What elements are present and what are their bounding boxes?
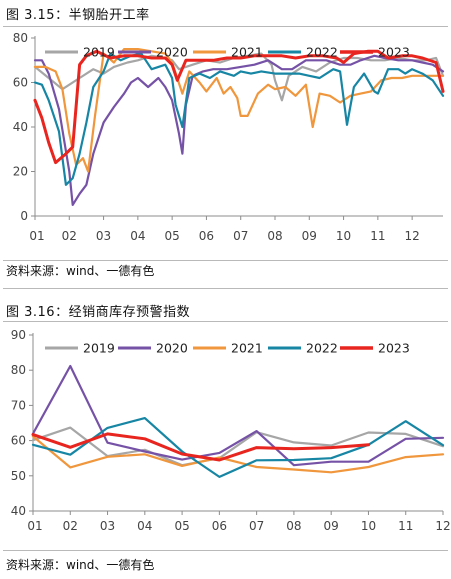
x-tick-label: 06	[199, 229, 214, 243]
x-tick-label: 05	[174, 519, 189, 533]
x-tick-label: 08	[286, 519, 301, 533]
legend-label-2020: 2020	[156, 45, 188, 60]
title-divider	[3, 321, 448, 322]
source-divider	[3, 260, 448, 261]
series-line-2020	[31, 364, 445, 467]
x-tick-label: 12	[435, 519, 450, 533]
y-tick-label: 40	[13, 120, 28, 134]
y-tick-label: 40	[11, 504, 26, 518]
legend-label-2022: 2022	[306, 341, 338, 356]
x-tick-label: 10	[361, 519, 376, 533]
x-tick-label: 07	[249, 519, 264, 533]
x-tick-label: 02	[62, 229, 77, 243]
x-tick-label: 03	[96, 229, 111, 243]
legend-label-2021: 2021	[231, 45, 263, 60]
series-line-2020	[33, 54, 445, 206]
chart-title: 图 3.16：经销商库存预警指数	[6, 305, 191, 320]
source-divider	[3, 550, 448, 551]
series-line-2021	[33, 48, 445, 173]
x-tick-label: 05	[165, 229, 180, 243]
legend-label-2022: 2022	[306, 45, 338, 60]
series-line-2022	[33, 52, 445, 186]
x-tick-label: 10	[336, 229, 351, 243]
x-tick-label: 12	[405, 229, 420, 243]
title-divider	[3, 26, 448, 27]
x-tick-label: 07	[233, 229, 248, 243]
legend-label-2021: 2021	[231, 341, 263, 356]
x-tick-label: 08	[267, 229, 282, 243]
source-note: 资料来源：wind、一德有色	[6, 558, 155, 572]
y-tick-label: 50	[11, 469, 26, 483]
series-line-2021	[31, 435, 445, 474]
y-tick-label: 0	[20, 209, 28, 223]
top-divider	[3, 288, 448, 289]
x-tick-label: 11	[370, 229, 385, 243]
legend-label-2020: 2020	[156, 341, 188, 356]
y-tick-label: 60	[11, 434, 26, 448]
x-tick-label: 09	[324, 519, 339, 533]
chart-title: 图 3.15：半钢胎开工率	[6, 8, 150, 23]
x-tick-label: 09	[302, 229, 317, 243]
y-tick-label: 20	[13, 165, 28, 179]
legend-label-2023: 2023	[378, 45, 410, 60]
source-note: 资料来源：wind、一德有色	[6, 264, 155, 278]
x-tick-label: 03	[100, 519, 115, 533]
x-tick-label: 02	[63, 519, 78, 533]
line-chart-dealer-inventory-index: 40 50 60 70 80 90 01 02 03 04 05 06 07 08 09 10 11 12 2019…	[11, 328, 451, 533]
legend-label-2023: 2023	[378, 341, 410, 356]
legend-label-2019: 2019	[83, 341, 115, 356]
series-line-2022	[31, 416, 445, 478]
x-tick-label: 04	[130, 229, 145, 243]
series-line-2023	[33, 49, 445, 165]
series-line-2023	[31, 432, 370, 462]
x-tick-label: 06	[212, 519, 227, 533]
line-chart-tire-operating-rate: 0 20 40 60 80 01 02 03 04 05 06 07 08 09 10 11 12 2019 202…	[13, 31, 445, 243]
x-tick-label: 01	[27, 519, 42, 533]
y-tick-label: 80	[13, 31, 28, 45]
series-line-2019	[33, 52, 445, 102]
x-tick-label: 04	[137, 519, 152, 533]
x-tick-label: 01	[29, 229, 44, 243]
y-tick-label: 80	[11, 363, 26, 377]
x-tick-label: 11	[398, 519, 413, 533]
legend-label-2019: 2019	[83, 45, 115, 60]
series-line-2019	[31, 426, 445, 467]
y-tick-label: 90	[11, 328, 26, 342]
y-tick-label: 70	[11, 398, 26, 412]
y-tick-label: 60	[13, 76, 28, 90]
